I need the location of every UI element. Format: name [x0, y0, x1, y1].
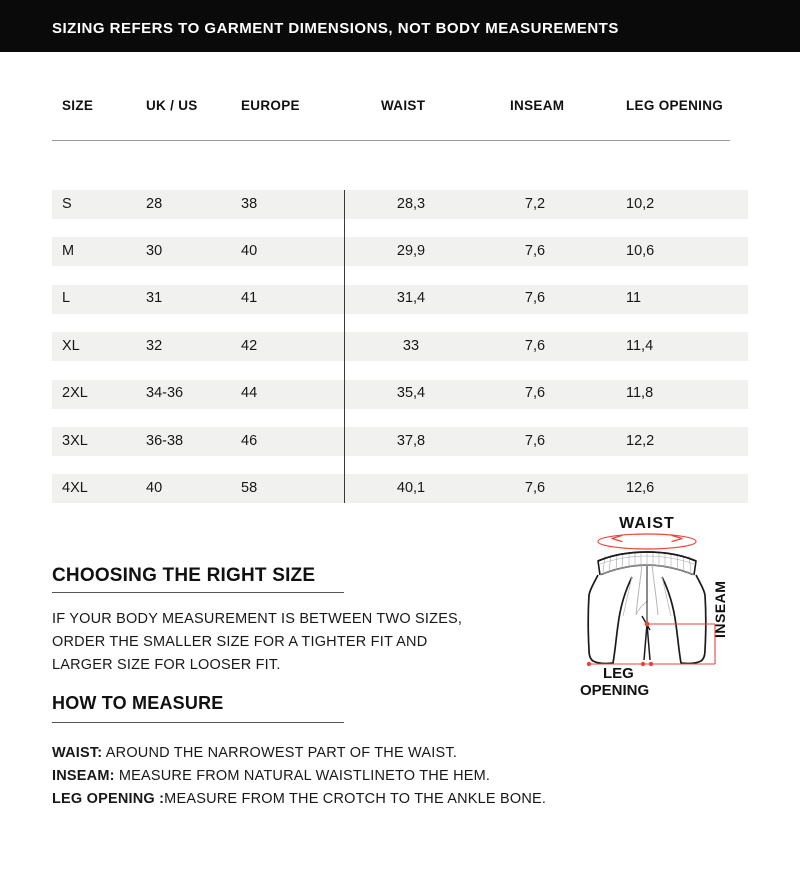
- svg-text:OPENING: OPENING: [580, 682, 649, 699]
- svg-text:WAIST: WAIST: [619, 515, 675, 532]
- svg-text:LEG: LEG: [603, 665, 634, 682]
- svg-text:INSEAM: INSEAM: [712, 581, 728, 638]
